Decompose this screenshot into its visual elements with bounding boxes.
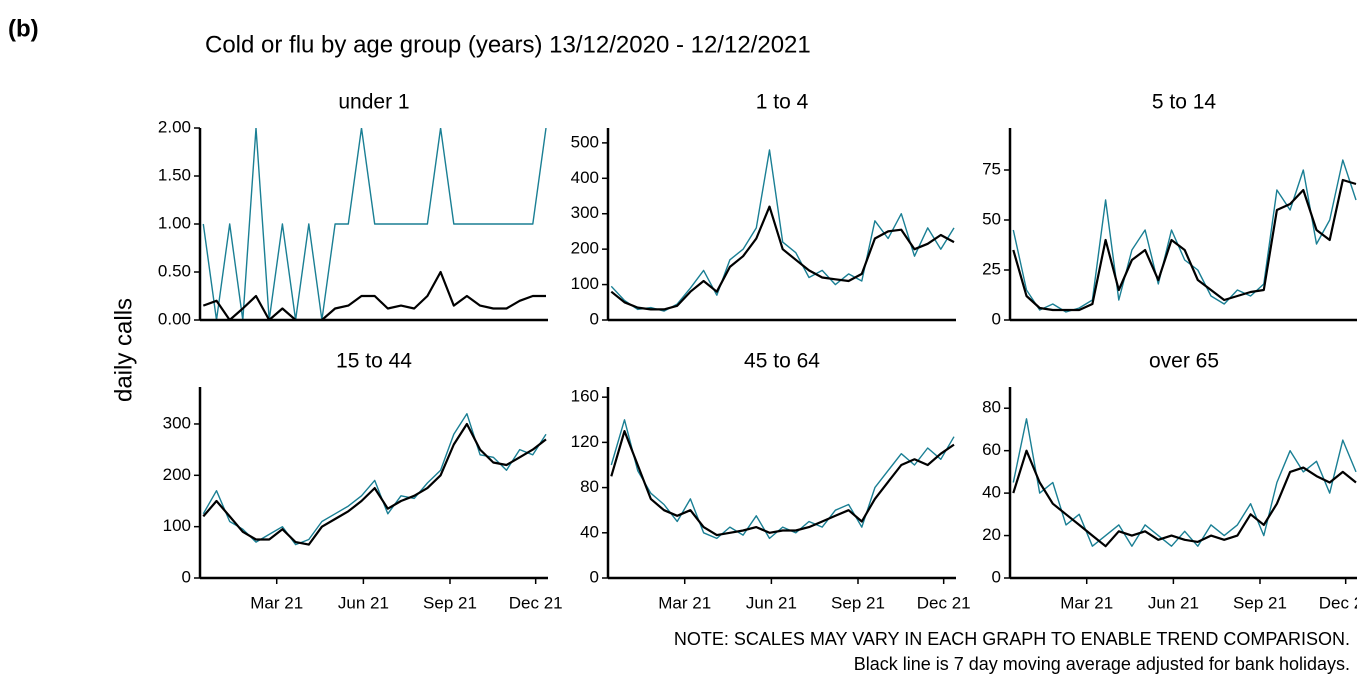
plot-area [1012, 159, 1357, 313]
series-line [610, 205, 955, 311]
x-tick-label: Sep 21 [1233, 593, 1287, 612]
y-tick-label: 1.00 [158, 213, 191, 232]
x-tick-label: Mar 21 [658, 593, 711, 612]
y-tick-label: 300 [571, 203, 599, 222]
x-tick-label: Sep 21 [423, 593, 477, 612]
y-tick-label: 400 [571, 168, 599, 187]
panel-title: 45 to 64 [744, 350, 820, 373]
note: NOTE: SCALES MAY VARY IN EACH GRAPH TO E… [674, 629, 1350, 649]
y-axis-label: daily calls [110, 298, 137, 402]
x-tick-label: Jun 21 [338, 593, 389, 612]
y-tick-label: 100 [163, 516, 191, 535]
series-line [1012, 159, 1357, 313]
series-line [1012, 449, 1357, 548]
plot-area [202, 413, 547, 546]
y-tick-label: 0 [590, 309, 599, 328]
y-tick-label: 0.50 [158, 261, 191, 280]
series-line [610, 430, 955, 537]
y-tick-label: 200 [163, 465, 191, 484]
y-tick-label: 40 [580, 522, 599, 541]
series-line [202, 422, 547, 546]
y-tick-label: 500 [571, 132, 599, 151]
series-line [202, 270, 546, 320]
x-tick-label: Dec 21 [509, 593, 563, 612]
x-tick-label: Mar 21 [1060, 593, 1113, 612]
y-tick-label: 160 [571, 387, 599, 406]
y-tick-label: 80 [580, 477, 599, 496]
plot-area [202, 128, 547, 320]
panel-title: over 65 [1149, 350, 1219, 373]
y-tick-label: 0 [182, 567, 191, 586]
panel-label: (b) [8, 15, 39, 42]
y-tick-label: 0 [590, 567, 599, 586]
y-tick-label: 2.00 [158, 117, 191, 136]
x-tick-label: Dec 21 [917, 593, 971, 612]
series-line [610, 419, 955, 540]
panel-title: 5 to 14 [1152, 91, 1217, 114]
y-tick-label: 0 [992, 309, 1001, 328]
plot-area [610, 149, 955, 312]
y-tick-label: 120 [571, 432, 599, 451]
chart-title: Cold or flu by age group (years) 13/12/2… [205, 31, 811, 58]
panel-title: 1 to 4 [756, 91, 809, 114]
x-tick-label: Jun 21 [1148, 593, 1199, 612]
y-tick-label: 40 [982, 483, 1001, 502]
series-line [202, 128, 547, 320]
series-line [1012, 418, 1357, 547]
y-tick-label: 25 [982, 259, 1001, 278]
series-line [202, 413, 547, 546]
y-tick-label: 100 [571, 274, 599, 293]
y-tick-label: 75 [982, 159, 1001, 178]
panel-title: 15 to 44 [336, 350, 412, 373]
y-tick-label: 60 [982, 440, 1001, 459]
note: Black line is 7 day moving average adjus… [854, 654, 1350, 674]
y-tick-label: 20 [982, 525, 1001, 544]
x-tick-label: Jun 21 [746, 593, 797, 612]
y-tick-label: 50 [982, 209, 1001, 228]
x-tick-label: Dec 21 [1319, 593, 1357, 612]
y-tick-label: 0.00 [158, 309, 191, 328]
panel-title: under 1 [338, 91, 409, 114]
x-tick-label: Sep 21 [831, 593, 885, 612]
x-tick-label: Mar 21 [250, 593, 303, 612]
series-line [1012, 178, 1357, 312]
y-tick-label: 1.50 [158, 165, 191, 184]
y-tick-label: 300 [163, 413, 191, 432]
plot-area [1012, 418, 1357, 548]
y-tick-label: 80 [982, 398, 1001, 417]
plot-area [610, 419, 955, 540]
y-tick-label: 0 [992, 567, 1001, 586]
y-tick-label: 200 [571, 239, 599, 258]
